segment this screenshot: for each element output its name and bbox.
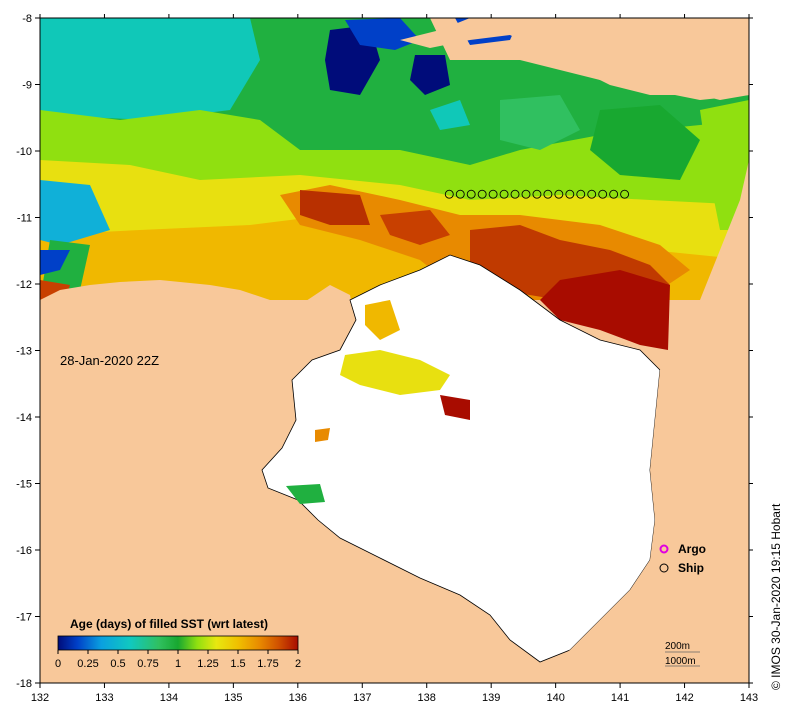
new-guinea xyxy=(400,18,749,100)
ship-position xyxy=(532,189,542,199)
gulf-patch xyxy=(340,350,450,395)
x-tick-label: 137 xyxy=(353,692,371,704)
y-tick-label: -18 xyxy=(16,678,32,690)
cape-york xyxy=(550,160,749,683)
gulf-patch xyxy=(286,484,325,504)
ship-position xyxy=(543,189,553,199)
ship-position xyxy=(609,189,619,199)
colorbar-tick-label: 1.75 xyxy=(257,658,278,670)
symbol-legend: Argo Ship xyxy=(659,542,706,575)
x-tick-label: 139 xyxy=(482,692,500,704)
ship-position xyxy=(565,189,575,199)
y-tick-label: -11 xyxy=(17,213,32,225)
x-tick-label: 132 xyxy=(31,692,49,704)
colorbar-title: Age (days) of filled SST (wrt latest) xyxy=(70,617,268,631)
ship-position xyxy=(477,189,487,199)
y-tick-label: -9 xyxy=(22,80,32,92)
ship-track xyxy=(444,189,630,199)
x-axis: 132 133 134 135 136 137 138 139 140 141 142 143 xyxy=(31,14,758,704)
colorbar-tick-label: 1 xyxy=(175,658,181,670)
x-tick-label: 135 xyxy=(224,692,242,704)
gulf-patch xyxy=(365,300,400,340)
x-tick-label: 133 xyxy=(95,692,113,704)
y-tick-label: -10 xyxy=(16,146,32,158)
gulf-patch xyxy=(315,428,330,442)
ship-position xyxy=(499,189,509,199)
x-tick-label: 136 xyxy=(289,692,307,704)
colorbar-tick-label: 2 xyxy=(295,658,301,670)
colorbar-legend: Age (days) of filled SST (wrt latest) 0 0… xyxy=(55,617,301,670)
credit-text: © IMOS 30-Jan-2020 19:15 Hobart xyxy=(769,503,783,690)
gulf-patch xyxy=(440,395,470,420)
y-tick-label: -15 xyxy=(16,479,32,491)
argo-symbol-icon xyxy=(659,544,669,554)
x-tick-label: 142 xyxy=(675,692,693,704)
colorbar-tick-label: 0.75 xyxy=(137,658,158,670)
sst-age-field xyxy=(40,18,749,350)
date-label: 28-Jan-2020 22Z xyxy=(60,353,159,368)
argo-label: Argo xyxy=(678,542,706,556)
y-tick-label: -8 xyxy=(22,13,32,25)
ship-position xyxy=(620,189,630,199)
x-tick-label: 138 xyxy=(418,692,436,704)
colorbar-tick-label: 0.5 xyxy=(110,658,125,670)
ship-position xyxy=(488,189,498,199)
colorbar xyxy=(57,635,299,651)
y-axis: -8 -9 -10 -11 -12 -13 -14 -15 -16 -17 -18 xyxy=(16,13,753,690)
y-tick-label: -13 xyxy=(16,346,32,358)
depth-label-200m: 200m xyxy=(665,641,690,652)
x-tick-label: 134 xyxy=(160,692,178,704)
y-tick-label: -12 xyxy=(16,279,32,291)
colorbar-tick-label: 1.5 xyxy=(230,658,245,670)
ship-position xyxy=(521,189,531,199)
x-tick-label: 141 xyxy=(611,692,629,704)
colorbar-tick-label: 1.25 xyxy=(197,658,218,670)
x-tick-label: 143 xyxy=(740,692,758,704)
x-tick-label: 140 xyxy=(546,692,564,704)
depth-label-1000m: 1000m xyxy=(665,656,696,667)
ship-position xyxy=(444,189,454,199)
ship-position xyxy=(466,189,476,199)
y-tick-label: -17 xyxy=(16,612,32,624)
ship-position xyxy=(576,189,586,199)
ship-position xyxy=(510,189,520,199)
ship-position xyxy=(598,189,608,199)
depth-legend: 200m 1000m xyxy=(665,641,700,667)
ship-symbol-icon xyxy=(659,563,669,573)
ship-position xyxy=(455,189,465,199)
colorbar-tick-label: 0.25 xyxy=(77,658,98,670)
ship-position xyxy=(554,189,564,199)
ship-position xyxy=(587,189,597,199)
y-tick-label: -16 xyxy=(16,545,32,557)
ship-label: Ship xyxy=(678,561,704,575)
colorbar-tick-label: 0 xyxy=(55,658,61,670)
y-tick-label: -14 xyxy=(16,412,32,424)
